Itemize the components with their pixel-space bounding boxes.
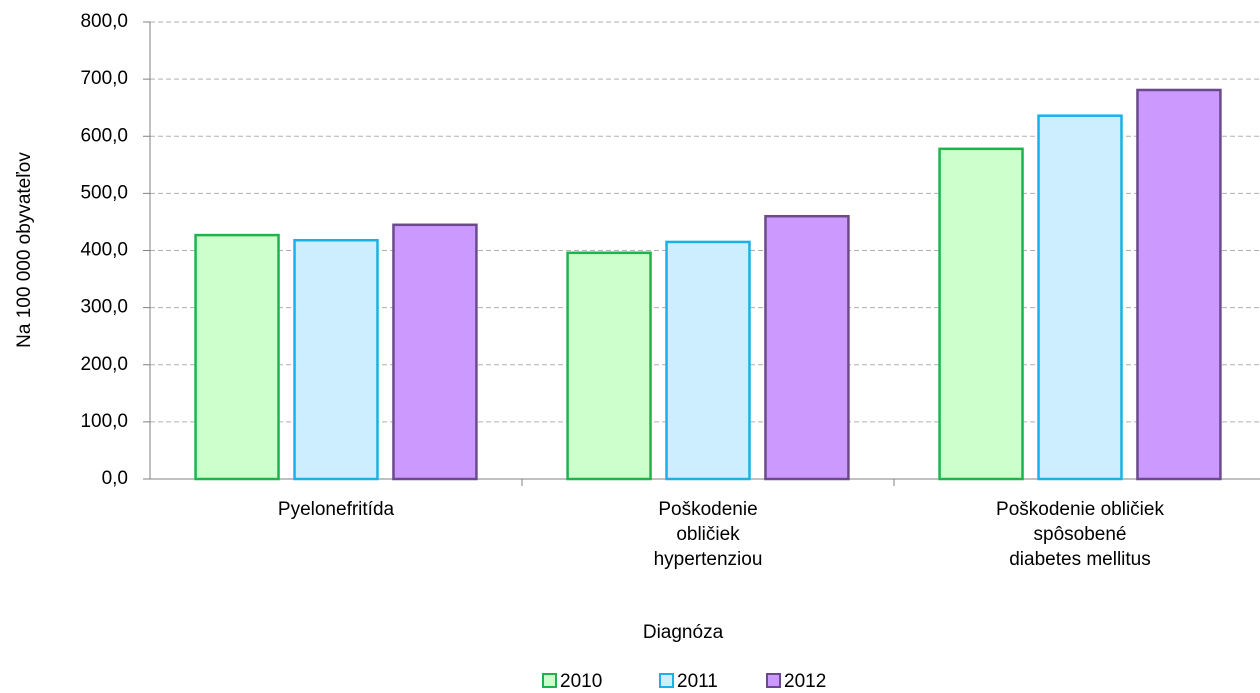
y-tick-label: 0,0 — [102, 468, 128, 489]
y-tick-label: 200,0 — [80, 354, 128, 375]
legend-label: 2012 — [784, 671, 826, 692]
bar — [566, 251, 652, 481]
y-tick-label: 300,0 — [80, 297, 128, 318]
y-tick-label: 500,0 — [80, 182, 128, 203]
y-axis-title: Na 100 000 obyvateľov — [14, 152, 35, 348]
legend-label: 2011 — [677, 671, 718, 692]
x-tick-label: Pyelonefritída — [277, 499, 395, 520]
y-tick-label: 600,0 — [80, 125, 128, 146]
x-tick-label: Poškodenie obličiek hypertenziou — [653, 499, 763, 570]
bar — [665, 240, 751, 481]
legend-label: 2010 — [560, 671, 602, 692]
bar — [1037, 114, 1123, 481]
x-tick-label: Poškodenie obličiek spôsobené diabetes m… — [996, 499, 1164, 570]
bar — [1136, 88, 1222, 481]
bar — [938, 147, 1024, 481]
x-axis-title: Diagnóza — [643, 622, 724, 643]
bar — [194, 233, 280, 481]
y-tick-label: 100,0 — [80, 411, 128, 432]
y-tick-label: 400,0 — [80, 240, 128, 261]
legend-swatch — [542, 673, 557, 688]
legend-swatch — [659, 673, 674, 688]
bar — [764, 214, 850, 481]
bar — [392, 223, 478, 481]
legend-swatch — [766, 673, 781, 688]
y-tick-label: 800,0 — [80, 11, 128, 32]
y-tick-label: 700,0 — [80, 68, 128, 89]
bar — [293, 238, 379, 481]
